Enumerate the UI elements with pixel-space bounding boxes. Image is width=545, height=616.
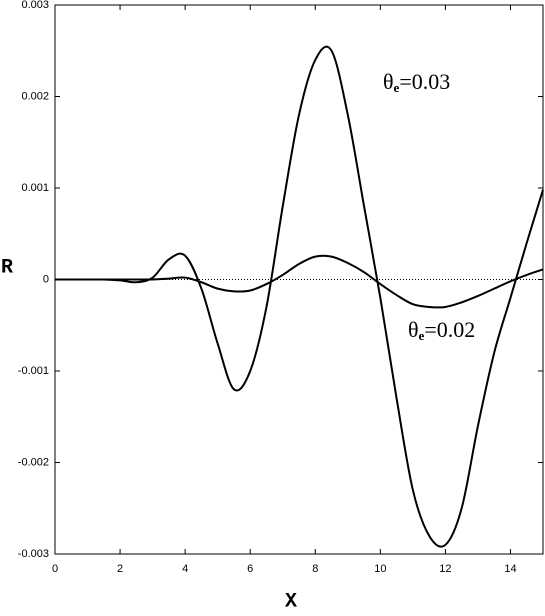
data-line (54, 45, 544, 548)
y-tick-label: 0.003 (21, 0, 49, 11)
curve-label-symbol: θ (383, 69, 394, 94)
curve-label: θe=0.03 (383, 69, 450, 95)
x-tick-label: 10 (374, 563, 386, 575)
x-tick-label: 0 (52, 563, 58, 575)
x-tick-label: 8 (312, 563, 318, 575)
y-tick-label: -0.002 (18, 456, 49, 468)
y-axis-label: R (1, 256, 13, 279)
x-tick-label: 14 (504, 563, 516, 575)
curve-label-subscript: e (419, 328, 425, 343)
data-line (54, 254, 544, 309)
y-tick-label: 0 (43, 273, 49, 285)
y-tick-label: 0.002 (21, 90, 49, 102)
x-tick-label: 2 (117, 563, 123, 575)
curve-label-text: =0.03 (399, 69, 450, 94)
x-tick-label: 12 (439, 563, 451, 575)
y-tick-label: -0.001 (18, 365, 49, 377)
y-tick-label: -0.003 (18, 548, 49, 560)
x-tick-label: 4 (182, 563, 188, 575)
x-axis-label: X (285, 590, 297, 611)
curve-label-symbol: θ (408, 317, 419, 342)
x-tick-label: 6 (247, 563, 253, 575)
curve-label: θe=0.02 (408, 317, 475, 343)
curve-label-text: =0.02 (424, 317, 475, 342)
curve-label-subscript: e (394, 80, 400, 95)
y-tick-label: 0.001 (21, 182, 49, 194)
